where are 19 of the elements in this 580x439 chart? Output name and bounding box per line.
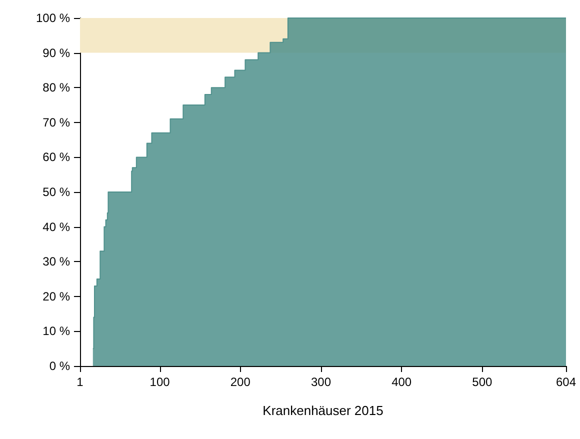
x-tick-label: 500 — [472, 375, 493, 389]
y-tick-label: 10 % — [42, 324, 70, 338]
x-tick-label: 200 — [230, 375, 251, 389]
x-tick-label: 400 — [392, 375, 412, 389]
x-axis-title: Krankenhäuser 2015 — [262, 403, 384, 418]
x-tick-label: 300 — [310, 375, 332, 389]
y-tick-label: 80 % — [42, 80, 70, 95]
x-tick-label: 100 — [150, 375, 170, 389]
y-tick-label: 60 % — [42, 150, 70, 164]
y-tick-label: 100 % — [36, 11, 70, 25]
y-tick-label: 0 % — [49, 359, 70, 373]
y-tick-label: 20 % — [42, 289, 70, 304]
y-tick-label: 40 % — [42, 220, 70, 234]
y-tick-label: 30 % — [42, 254, 70, 269]
y-tick-label: 90 % — [42, 46, 70, 60]
y-tick-label: 70 % — [42, 115, 70, 130]
y-tick-label: 50 % — [42, 185, 70, 199]
x-tick-label: 1 — [76, 375, 84, 389]
x-tick-label: 604 — [556, 375, 576, 389]
